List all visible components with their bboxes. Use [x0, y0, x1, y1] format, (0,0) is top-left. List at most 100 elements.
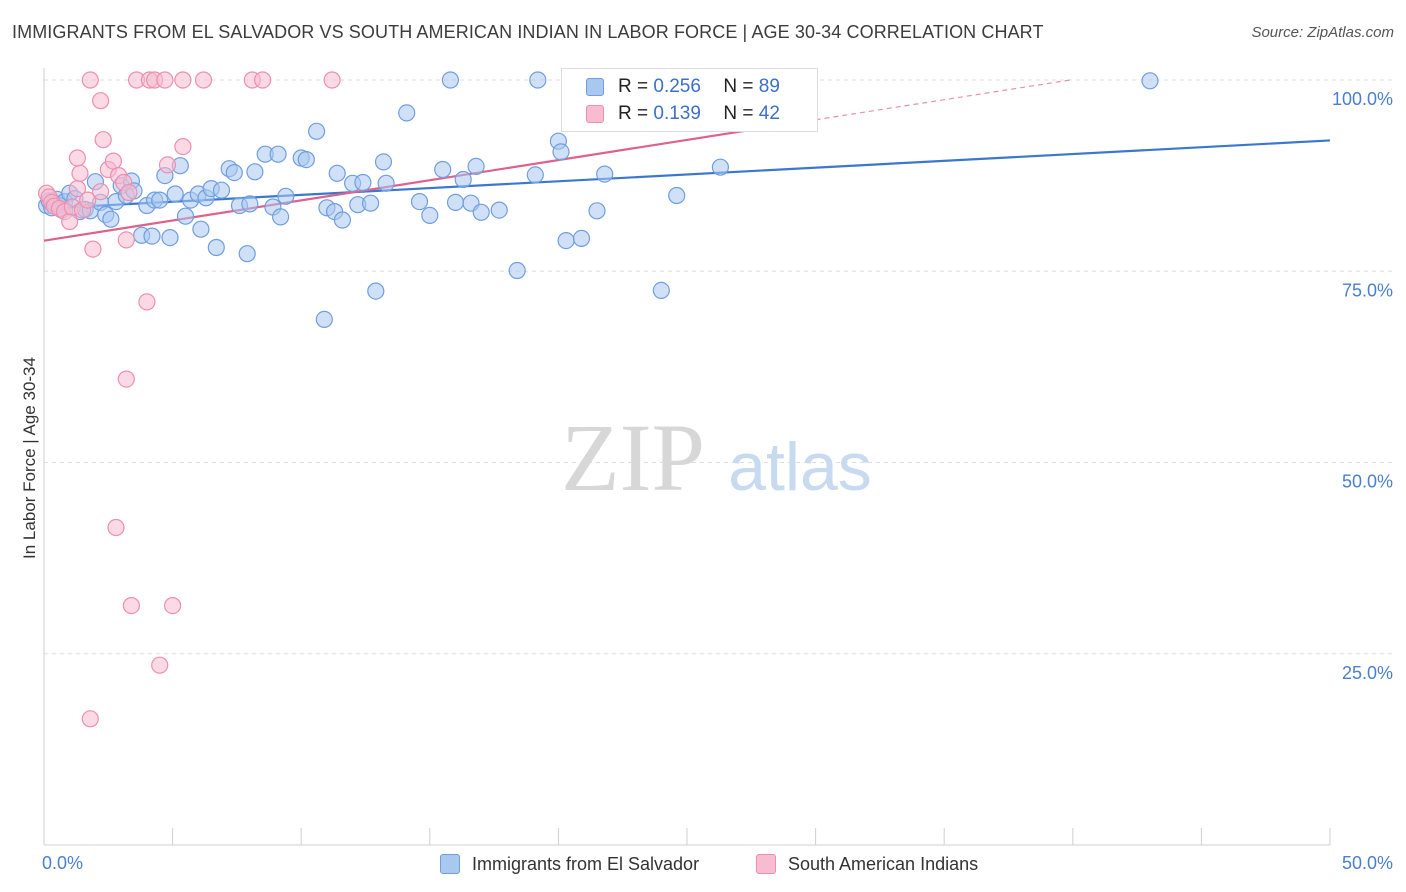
point-el-salvador [446, 193, 465, 211]
point-south-american-indians [71, 164, 89, 182]
point-el-salvador [212, 181, 231, 199]
point-south-american-indians [120, 183, 138, 202]
point-south-american-indians [117, 231, 135, 249]
legend-n-label: N = [723, 103, 754, 124]
point-south-american-indians [254, 71, 272, 89]
x-tick-label: 0.0% [42, 853, 83, 873]
point-south-american-indians [107, 518, 125, 537]
point-el-salvador [354, 173, 372, 192]
point-south-american-indians [81, 71, 99, 89]
point-south-american-indians [194, 71, 213, 89]
axes [43, 68, 1331, 846]
point-el-salvador [652, 281, 670, 299]
legend-n-value: 42 [758, 103, 780, 124]
legend-swatch-blue [586, 78, 604, 96]
point-south-american-indians [94, 131, 112, 149]
legend-r-label: R = [618, 76, 649, 97]
x-tick-labels: 0.0% 50.0% [42, 853, 1393, 873]
point-el-salvador [529, 71, 547, 89]
point-el-salvador [333, 211, 351, 229]
point-el-salvador [269, 145, 287, 163]
legend-n-value: 89 [758, 76, 780, 97]
point-south-american-indians [81, 710, 99, 728]
point-el-salvador [572, 229, 591, 247]
point-south-american-indians [104, 152, 123, 170]
point-el-salvador [377, 174, 395, 192]
point-south-american-indians [156, 71, 174, 89]
point-el-salvador [176, 207, 195, 225]
point-el-salvador [272, 208, 290, 226]
point-south-american-indians [61, 212, 79, 231]
point-el-salvador [588, 202, 606, 220]
point-el-salvador [421, 206, 439, 224]
point-el-salvador [410, 193, 429, 211]
point-el-salvador [472, 203, 490, 221]
point-el-salvador [308, 122, 326, 140]
point-el-salvador [454, 170, 472, 189]
point-el-salvador [434, 160, 452, 179]
point-south-american-indians [323, 71, 341, 89]
point-south-american-indians [174, 138, 192, 156]
point-el-salvador [192, 220, 210, 238]
legend-n-label: N = [723, 76, 754, 97]
watermark-atlas: atlas [728, 429, 872, 505]
point-el-salvador [596, 165, 614, 183]
point-el-salvador [557, 232, 575, 250]
point-el-salvador [1141, 72, 1159, 90]
point-el-salvador [225, 164, 243, 182]
legend-swatch-pink [586, 105, 604, 123]
point-el-salvador [467, 157, 485, 175]
point-el-salvador [166, 185, 184, 203]
point-south-american-indians [158, 156, 177, 174]
point-el-salvador [143, 227, 161, 245]
bottom-legend-swatch-blue [440, 854, 460, 874]
y-tick-label: 25.0% [1342, 663, 1393, 683]
point-south-american-indians [138, 293, 156, 311]
bottom-legend-el-salvador: Immigrants from El Salvador [440, 852, 699, 876]
point-el-salvador [526, 166, 544, 184]
point-south-american-indians [91, 92, 110, 110]
point-south-american-indians [79, 191, 97, 209]
point-el-salvador [151, 191, 169, 209]
series-south-american-indians [37, 71, 341, 728]
point-south-american-indians [68, 149, 87, 167]
bottom-legend-label: Immigrants from El Salvador [472, 853, 700, 874]
point-south-american-indians [84, 240, 102, 258]
chart-title: IMMIGRANTS FROM EL SALVADOR VS SOUTH AME… [12, 22, 1044, 42]
point-south-american-indians [174, 71, 192, 89]
point-el-salvador [161, 229, 179, 247]
watermark-zip: ZIP [561, 404, 705, 511]
legend-row-south-american-indians: R = 0.139 N = 42 [586, 102, 780, 126]
point-south-american-indians [164, 596, 182, 615]
point-el-salvador [207, 238, 225, 257]
point-south-american-indians [91, 183, 110, 201]
legend-r-label: R = [618, 103, 649, 124]
data-points [37, 71, 1159, 728]
point-el-salvador [315, 310, 333, 328]
point-el-salvador [277, 187, 295, 205]
point-south-american-indians [122, 596, 140, 615]
legend-r-value: 0.139 [653, 103, 701, 124]
bottom-legend-swatch-pink [756, 854, 776, 874]
point-el-salvador [374, 153, 393, 171]
source-label: Source: ZipAtlas.com [1251, 24, 1394, 41]
y-tick-label: 50.0% [1342, 472, 1393, 492]
legend-r-value: 0.256 [653, 76, 701, 97]
trend-line-south-american-indians [43, 118, 816, 242]
point-el-salvador [328, 164, 346, 182]
point-el-salvador [297, 151, 315, 169]
y-tick-label: 100.0% [1332, 89, 1393, 109]
watermark: ZIP atlas [561, 404, 872, 511]
bottom-legend-south-american-indians: South American Indians [756, 852, 978, 876]
correlation-legend: R = 0.256 N = 89 R = 0.139 N = 42 [561, 68, 818, 132]
trend-line-extension-south-american-indians [815, 79, 1071, 121]
point-el-salvador [441, 71, 459, 89]
trend-lines [43, 79, 1331, 242]
y-tick-label: 75.0% [1342, 280, 1393, 300]
point-el-salvador [362, 194, 380, 212]
point-el-salvador [490, 201, 508, 219]
trend-line-el-salvador [43, 139, 1331, 210]
legend-row-el-salvador: R = 0.256 N = 89 [586, 75, 780, 99]
point-south-american-indians [151, 656, 169, 674]
point-el-salvador [668, 186, 686, 205]
